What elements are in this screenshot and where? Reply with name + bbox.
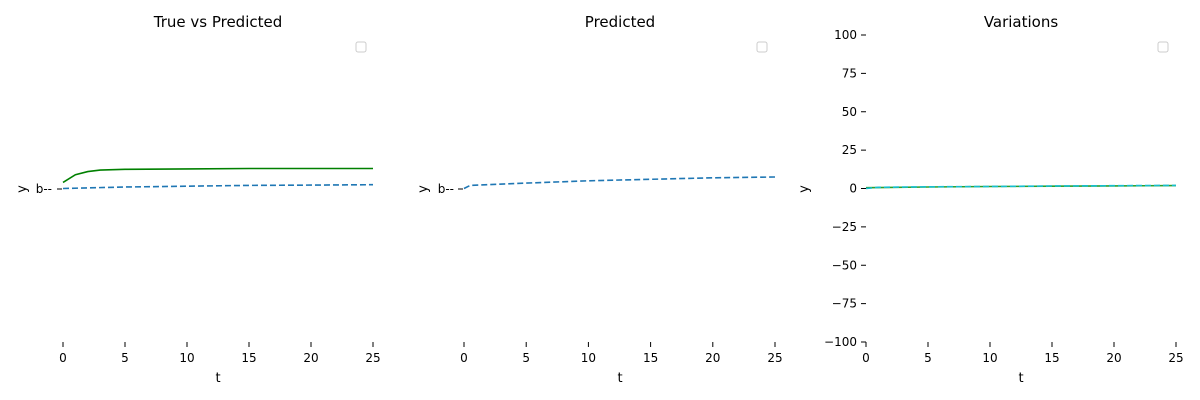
y-tick-label: 100 (834, 28, 857, 42)
x-tick-label: 0 (460, 351, 468, 365)
series-line-1 (865, 184, 1177, 190)
chart-title: Variations (984, 13, 1059, 31)
x-axis-label: t (617, 371, 622, 386)
legend-box (1157, 41, 1169, 53)
legend-box (355, 41, 367, 53)
x-tick-label: 5 (121, 351, 129, 365)
series-line-1 (62, 183, 374, 190)
y-axis-label: y (15, 185, 30, 193)
plot-area (865, 184, 1177, 190)
y-tick-label: −25 (832, 220, 857, 234)
y-tick-label: b-- (438, 182, 454, 196)
y-tick-label: −75 (832, 297, 857, 311)
y-tick-label: 50 (842, 105, 857, 119)
x-axis: 0 5 10 15 20 25 (460, 342, 783, 365)
x-tick-label: 15 (1044, 351, 1059, 365)
x-axis: 0 5 10 15 20 25 (59, 342, 381, 365)
x-axis-label: t (215, 371, 220, 386)
chart-title: True vs Predicted (153, 13, 283, 31)
y-axis-label: y (416, 185, 431, 193)
x-tick-label: 15 (241, 351, 256, 365)
x-tick-label: 15 (643, 351, 658, 365)
series-line-0 (62, 167, 373, 184)
x-tick-label: 20 (1106, 351, 1121, 365)
x-tick-label: 0 (862, 351, 870, 365)
x-tick-label: 25 (767, 351, 782, 365)
x-tick-label: 20 (705, 351, 720, 365)
x-axis-label: t (1018, 371, 1023, 386)
x-tick-label: 10 (982, 351, 997, 365)
legend-box (756, 41, 768, 53)
x-axis: 0 5 10 15 20 25 (862, 342, 1184, 365)
y-axis: −100 −75 −50 −25 0 25 50 75 100 (824, 28, 866, 349)
x-tick-label: 25 (365, 351, 380, 365)
y-tick-label: −100 (824, 335, 857, 349)
x-tick-label: 25 (1168, 351, 1183, 365)
x-tick-label: 5 (522, 351, 530, 365)
x-tick-label: 0 (59, 351, 67, 365)
plot-area (62, 167, 374, 190)
panel-predicted: Predicted t y b-- 0 5 10 15 20 25 (416, 13, 783, 386)
y-tick-label: b-- (36, 182, 52, 196)
x-tick-label: 10 (581, 351, 596, 365)
chart-title: Predicted (585, 13, 655, 31)
x-tick-label: 5 (924, 351, 932, 365)
y-tick-label: 0 (849, 182, 857, 196)
series-line-0 (463, 176, 776, 190)
panel-true-vs-predicted: True vs Predicted t y b-- 0 5 10 15 20 25 (15, 13, 381, 386)
y-tick-label: 25 (842, 143, 857, 157)
plot-area (463, 176, 776, 190)
y-tick-label: −50 (832, 258, 857, 272)
y-axis-label: y (797, 185, 812, 193)
x-tick-label: 20 (303, 351, 318, 365)
x-tick-label: 10 (179, 351, 194, 365)
y-tick-label: 75 (842, 66, 857, 80)
